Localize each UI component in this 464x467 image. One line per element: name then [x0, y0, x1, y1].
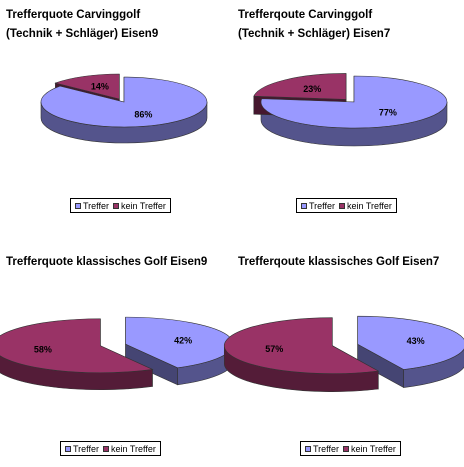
legend-item-kein-treffer: kein Treffer	[343, 444, 396, 454]
chart-legend: Treffer kein Treffer	[300, 441, 401, 456]
chart-legend: Treffer kein Treffer	[70, 198, 171, 213]
pie-label-treffer: 42%	[174, 335, 192, 345]
legend-label-treffer: Treffer	[73, 443, 100, 454]
legend-item-treffer: Treffer	[65, 444, 99, 454]
pie-label-kein-treffer: 58%	[34, 344, 52, 354]
chart-title: Trefferquote Carvinggolf (Technik + Schl…	[6, 9, 159, 40]
legend-item-kein-treffer: kein Treffer	[339, 201, 392, 211]
pie-label-treffer: 86%	[134, 109, 152, 119]
pie-chart: 43% 57%	[223, 315, 464, 392]
legend-label-treffer: Treffer	[83, 200, 110, 211]
pie-label-kein-treffer: 14%	[91, 82, 109, 92]
pie-label-treffer: 43%	[407, 336, 425, 346]
chart-title: Trefferqoute Carvinggolf (Technik + Schl…	[238, 9, 391, 40]
legend-label-kein-treffer: kein Treffer	[121, 200, 166, 211]
legend-label-kein-treffer: kein Treffer	[347, 200, 392, 211]
legend-label-kein-treffer: kein Treffer	[351, 443, 396, 454]
legend-label-treffer: Treffer	[309, 200, 336, 211]
legend-swatch-treffer	[65, 445, 71, 452]
pie-chart: 86% 14%	[40, 73, 208, 144]
legend-swatch-kein-treffer	[113, 202, 120, 209]
legend-swatch-treffer	[301, 202, 307, 209]
legend-item-treffer: Treffer	[75, 201, 109, 211]
legend-item-kein-treffer: kein Treffer	[113, 201, 166, 211]
legend-swatch-treffer	[305, 445, 311, 452]
chart-panel-4: Trefferqoute klassisches Golf Eisen7 43%…	[223, 233, 464, 466]
pie-chart: 42% 58%	[0, 316, 234, 391]
legend-swatch-treffer	[75, 202, 81, 209]
legend-label-treffer: Treffer	[313, 443, 340, 454]
pie-slice-kein-treffer	[54, 73, 120, 100]
pie-label-kein-treffer: 57%	[265, 344, 283, 354]
chart-legend: Treffer kein Treffer	[60, 441, 161, 456]
legend-item-treffer: Treffer	[301, 201, 335, 211]
legend-item-treffer: Treffer	[305, 444, 339, 454]
chart-panel-1: Trefferquote Carvinggolf (Technik + Schl…	[0, 0, 232, 233]
chart-legend: Treffer kein Treffer	[296, 198, 397, 213]
chart-title: Trefferquote klassisches Golf Eisen9	[6, 256, 208, 268]
pie-label-treffer: 77%	[379, 108, 397, 118]
chart-title: Trefferqoute klassisches Golf Eisen7	[238, 256, 440, 268]
legend-label-kein-treffer: kein Treffer	[111, 443, 156, 454]
pie-slice-treffer	[357, 315, 464, 370]
chart-panel-3: Trefferquote klassisches Golf Eisen9 42%…	[0, 233, 234, 466]
legend-item-kein-treffer: kein Treffer	[103, 444, 156, 454]
legend-swatch-kein-treffer	[339, 202, 346, 209]
pie-slice-kein-treffer	[0, 318, 154, 374]
pie-slice-kein-treffer	[224, 317, 380, 374]
chart-panel-2: Trefferqoute Carvinggolf (Technik + Schl…	[232, 0, 464, 233]
pie-slice-kein-treffer	[253, 73, 347, 100]
legend-swatch-kein-treffer	[103, 445, 110, 452]
pie-chart: 77% 23%	[253, 73, 448, 147]
pie-slice-treffer	[40, 76, 208, 128]
pie-label-kein-treffer: 23%	[303, 84, 321, 94]
pie-slice-treffer	[260, 75, 448, 129]
legend-swatch-kein-treffer	[343, 445, 350, 452]
